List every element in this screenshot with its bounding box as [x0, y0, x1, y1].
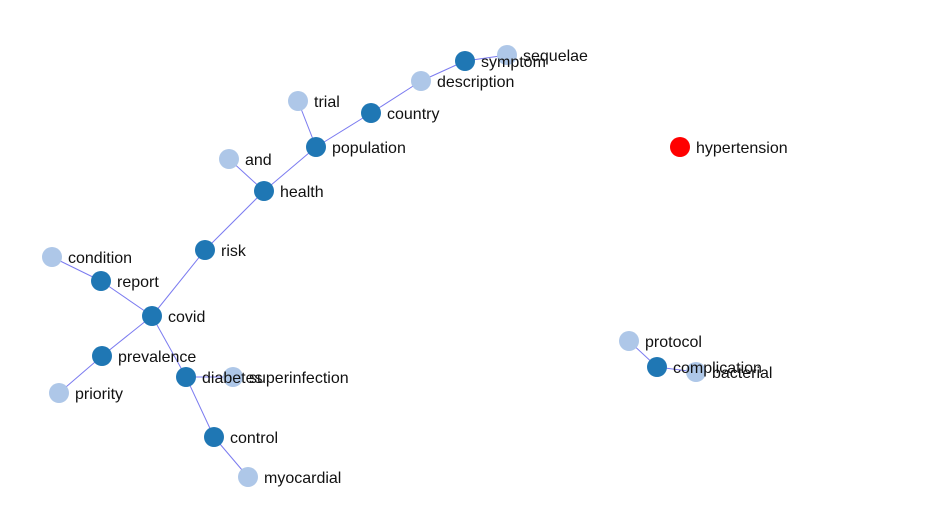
edge-diabetes-control	[185, 376, 215, 438]
node-label-country: country	[387, 106, 439, 123]
node-label-trial: trial	[314, 94, 340, 111]
node-condition[interactable]	[42, 247, 62, 267]
node-population[interactable]	[306, 137, 326, 157]
node-protocol[interactable]	[619, 331, 639, 351]
node-myocardial[interactable]	[238, 467, 258, 487]
node-symptom[interactable]	[455, 51, 475, 71]
edge-covid-prevalence	[101, 315, 153, 357]
node-label-prevalence: prevalence	[118, 349, 196, 366]
node-country[interactable]	[361, 103, 381, 123]
node-label-hypertension: hypertension	[696, 140, 788, 157]
node-label-risk: risk	[221, 243, 247, 260]
node-description[interactable]	[411, 71, 431, 91]
edge-covid-diabetes	[151, 315, 187, 378]
node-label-description: description	[437, 74, 514, 91]
node-label-bacterial: bacterial	[712, 365, 772, 382]
node-label-health: health	[280, 184, 324, 201]
node-label-complication: complication	[673, 360, 762, 377]
node-label-diabetes: diabetes	[202, 370, 263, 387]
node-label-condition: condition	[68, 250, 132, 267]
node-risk[interactable]	[195, 240, 215, 260]
edge-country-population	[315, 112, 372, 148]
node-label-sequelae: sequelae	[523, 48, 588, 65]
edge-report-covid	[100, 280, 153, 317]
node-report[interactable]	[91, 271, 111, 291]
node-bacterial[interactable]	[686, 362, 706, 382]
node-and[interactable]	[219, 149, 239, 169]
node-label-superinfection: superinfection	[249, 370, 349, 387]
node-hypertension[interactable]	[670, 137, 690, 157]
node-label-report: report	[117, 274, 159, 291]
node-label-control: control	[230, 430, 278, 447]
node-label-population: population	[332, 140, 406, 157]
node-complication[interactable]	[647, 357, 667, 377]
node-label-and: and	[245, 152, 272, 169]
edge-population-health	[263, 146, 317, 192]
node-label-myocardial: myocardial	[264, 470, 341, 487]
node-health[interactable]	[254, 181, 274, 201]
node-label-covid: covid	[168, 309, 205, 326]
edge-health-risk	[204, 190, 265, 251]
node-label-symptom: symptom	[481, 54, 546, 71]
node-sequelae[interactable]	[497, 45, 517, 65]
node-label-protocol: protocol	[645, 334, 702, 351]
node-trial[interactable]	[288, 91, 308, 111]
node-covid[interactable]	[142, 306, 162, 326]
node-label-priority: priority	[75, 386, 123, 403]
node-diabetes[interactable]	[176, 367, 196, 387]
node-control[interactable]	[204, 427, 224, 447]
node-prevalence[interactable]	[92, 346, 112, 366]
edge-risk-covid	[151, 249, 206, 317]
node-priority[interactable]	[49, 383, 69, 403]
node-superinfection[interactable]	[223, 367, 243, 387]
nodes-layer	[42, 45, 706, 487]
